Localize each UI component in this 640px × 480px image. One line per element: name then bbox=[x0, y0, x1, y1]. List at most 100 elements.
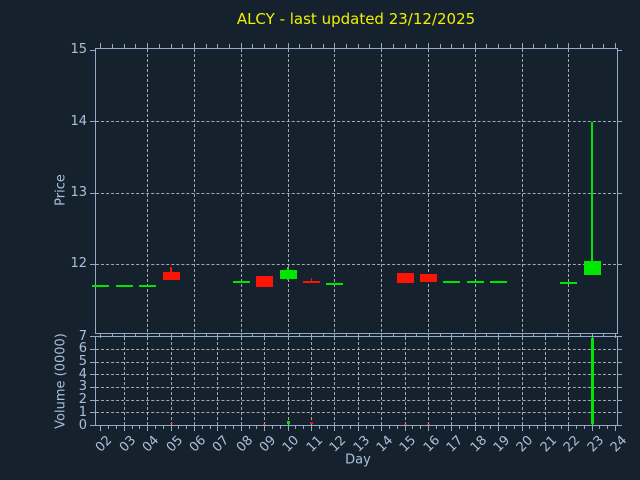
volume-vgridline bbox=[217, 337, 219, 425]
volume-bottom-tick bbox=[170, 425, 172, 431]
price-vgridline bbox=[381, 49, 383, 332]
price-bottom-tick bbox=[299, 333, 301, 337]
volume-bar-day-9 bbox=[263, 423, 267, 425]
volume-vgridline bbox=[427, 337, 429, 425]
volume-bottom-tick bbox=[264, 425, 266, 431]
volume-bottom-tick bbox=[513, 425, 515, 429]
price-vgridline bbox=[240, 49, 242, 332]
volume-bottom-tick bbox=[576, 425, 578, 429]
volume-bottom-tick bbox=[201, 425, 203, 429]
volume-bottom-tick bbox=[451, 425, 453, 431]
price-bottom-tick bbox=[591, 333, 593, 337]
price-bottom-tick bbox=[556, 333, 558, 337]
volume-bottom-tick bbox=[100, 425, 102, 431]
candle-day-18 bbox=[466, 281, 484, 284]
price-bottom-tick bbox=[193, 333, 195, 338]
candle-day-12 bbox=[326, 282, 344, 285]
x-tick-label: 02 bbox=[93, 432, 116, 455]
candle-day-15 bbox=[396, 273, 414, 283]
volume-bottom-tick bbox=[178, 425, 180, 429]
volume-vgridline bbox=[381, 337, 383, 425]
price-top-tick bbox=[287, 43, 289, 48]
price-top-tick bbox=[182, 44, 184, 48]
price-top-tick bbox=[568, 43, 570, 48]
volume-bottom-tick bbox=[349, 425, 351, 429]
price-bottom-tick bbox=[217, 333, 219, 337]
volume-hgridline bbox=[96, 412, 616, 414]
volume-bottom-tick bbox=[186, 425, 188, 429]
price-ytick-right bbox=[617, 263, 622, 265]
price-bottom-tick bbox=[463, 333, 464, 337]
volume-ytick-label: 3 bbox=[78, 379, 87, 395]
volume-bottom-tick bbox=[240, 425, 242, 431]
volume-bottom-tick bbox=[139, 425, 141, 429]
volume-ytick-label: 7 bbox=[78, 328, 87, 344]
volume-ytick-label: 5 bbox=[78, 354, 87, 370]
candle-day-23 bbox=[583, 260, 601, 276]
volume-bottom-tick bbox=[615, 425, 617, 431]
price-bottom-tick bbox=[205, 333, 207, 337]
x-tick-label: 24 bbox=[607, 432, 631, 455]
price-top-tick bbox=[439, 44, 441, 48]
candle-day-2 bbox=[92, 284, 110, 287]
price-bottom-tick bbox=[521, 333, 523, 338]
volume-ytick-right bbox=[617, 348, 622, 350]
volume-hgridline bbox=[96, 348, 616, 350]
volume-bottom-tick bbox=[388, 425, 390, 429]
price-top-tick bbox=[474, 43, 476, 48]
price-top-tick bbox=[170, 44, 172, 48]
price-bottom-tick bbox=[346, 333, 348, 337]
volume-ytick-left bbox=[90, 425, 95, 426]
volume-bottom-tick bbox=[295, 425, 297, 429]
x-tick-label: 20 bbox=[514, 432, 537, 455]
candle-day-11 bbox=[302, 280, 320, 283]
candle-day-9 bbox=[256, 275, 274, 288]
volume-bottom-tick bbox=[560, 425, 562, 429]
candle-day-3 bbox=[115, 284, 133, 287]
price-top-tick bbox=[556, 44, 558, 48]
volume-bottom-tick bbox=[544, 425, 546, 431]
volume-ytick-right bbox=[617, 425, 622, 426]
volume-bottom-tick bbox=[310, 425, 312, 431]
price-vgridline bbox=[287, 49, 289, 332]
volume-ytick-left bbox=[90, 374, 95, 376]
volume-bottom-tick bbox=[318, 425, 320, 429]
x-tick-label: 03 bbox=[116, 432, 139, 455]
volume-ytick-right bbox=[617, 399, 622, 401]
price-hgridline bbox=[96, 263, 616, 265]
price-bottom-tick bbox=[334, 333, 336, 338]
candle-day-19 bbox=[490, 281, 508, 284]
price-bottom-tick bbox=[603, 333, 605, 337]
volume-bottom-tick bbox=[162, 425, 164, 429]
x-tick-label: 17 bbox=[444, 432, 467, 455]
volume-bottom-tick bbox=[435, 425, 437, 429]
volume-bottom-tick bbox=[225, 425, 227, 429]
volume-bottom-tick bbox=[552, 425, 554, 429]
volume-vgridline bbox=[193, 337, 195, 425]
x-tick-label: 11 bbox=[303, 432, 327, 455]
price-ytick-right bbox=[617, 192, 622, 194]
price-bottom-tick bbox=[147, 333, 149, 338]
price-top-tick bbox=[240, 43, 242, 48]
candle-day-16 bbox=[419, 273, 437, 283]
price-vgridline bbox=[147, 49, 149, 332]
volume-bottom-tick bbox=[583, 425, 585, 429]
volume-vgridline bbox=[521, 337, 523, 425]
volume-bottom-tick bbox=[521, 425, 523, 431]
candle-day-4 bbox=[139, 284, 157, 287]
candle-day-8 bbox=[232, 281, 250, 284]
candle-day-22 bbox=[560, 282, 578, 284]
x-tick-label: 15 bbox=[397, 432, 420, 455]
candle-wick-day-23 bbox=[591, 121, 593, 276]
price-top-tick bbox=[229, 44, 231, 48]
x-tick-label: 08 bbox=[233, 432, 256, 455]
price-bottom-tick bbox=[100, 333, 102, 338]
volume-ytick-label: 6 bbox=[78, 341, 87, 357]
x-tick-label: 10 bbox=[280, 432, 303, 455]
price-top-tick bbox=[615, 43, 617, 48]
price-bottom-tick bbox=[322, 333, 324, 337]
volume-vgridline bbox=[123, 337, 125, 425]
price-bottom-tick bbox=[112, 333, 114, 337]
volume-bottom-tick bbox=[115, 425, 117, 429]
price-ytick-label: 12 bbox=[70, 256, 87, 272]
